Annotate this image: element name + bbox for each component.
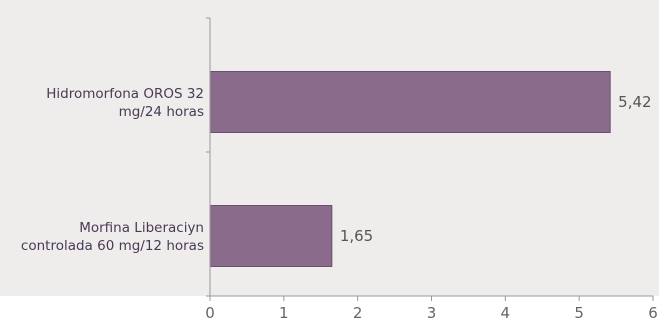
x-tick-label: 5 bbox=[574, 304, 584, 322]
x-tick-label: 6 bbox=[648, 304, 658, 322]
x-tick-label: 4 bbox=[501, 304, 511, 322]
category-label-line: Hidromorfona OROS 32 bbox=[46, 86, 204, 102]
category-label-0: Hidromorfona OROS 32 mg/24 horas bbox=[46, 86, 204, 120]
bar-1 bbox=[209, 205, 333, 267]
category-label-line: Morfina Liberaciyn bbox=[79, 220, 204, 236]
value-label-1: 1,65 bbox=[340, 227, 373, 245]
bar-0 bbox=[209, 71, 611, 133]
value-label-0: 5,42 bbox=[618, 93, 651, 111]
x-tick-label: 0 bbox=[205, 304, 215, 322]
x-tick-label: 3 bbox=[427, 304, 437, 322]
x-tick-label: 2 bbox=[353, 304, 363, 322]
category-label-1: Morfina Liberaciyn controlada 60 mg/12 ho… bbox=[21, 220, 204, 254]
category-label-line: controlada 60 mg/12 horas bbox=[21, 238, 204, 254]
category-label-line: mg/24 horas bbox=[119, 104, 204, 120]
x-tick-label: 1 bbox=[279, 304, 289, 322]
